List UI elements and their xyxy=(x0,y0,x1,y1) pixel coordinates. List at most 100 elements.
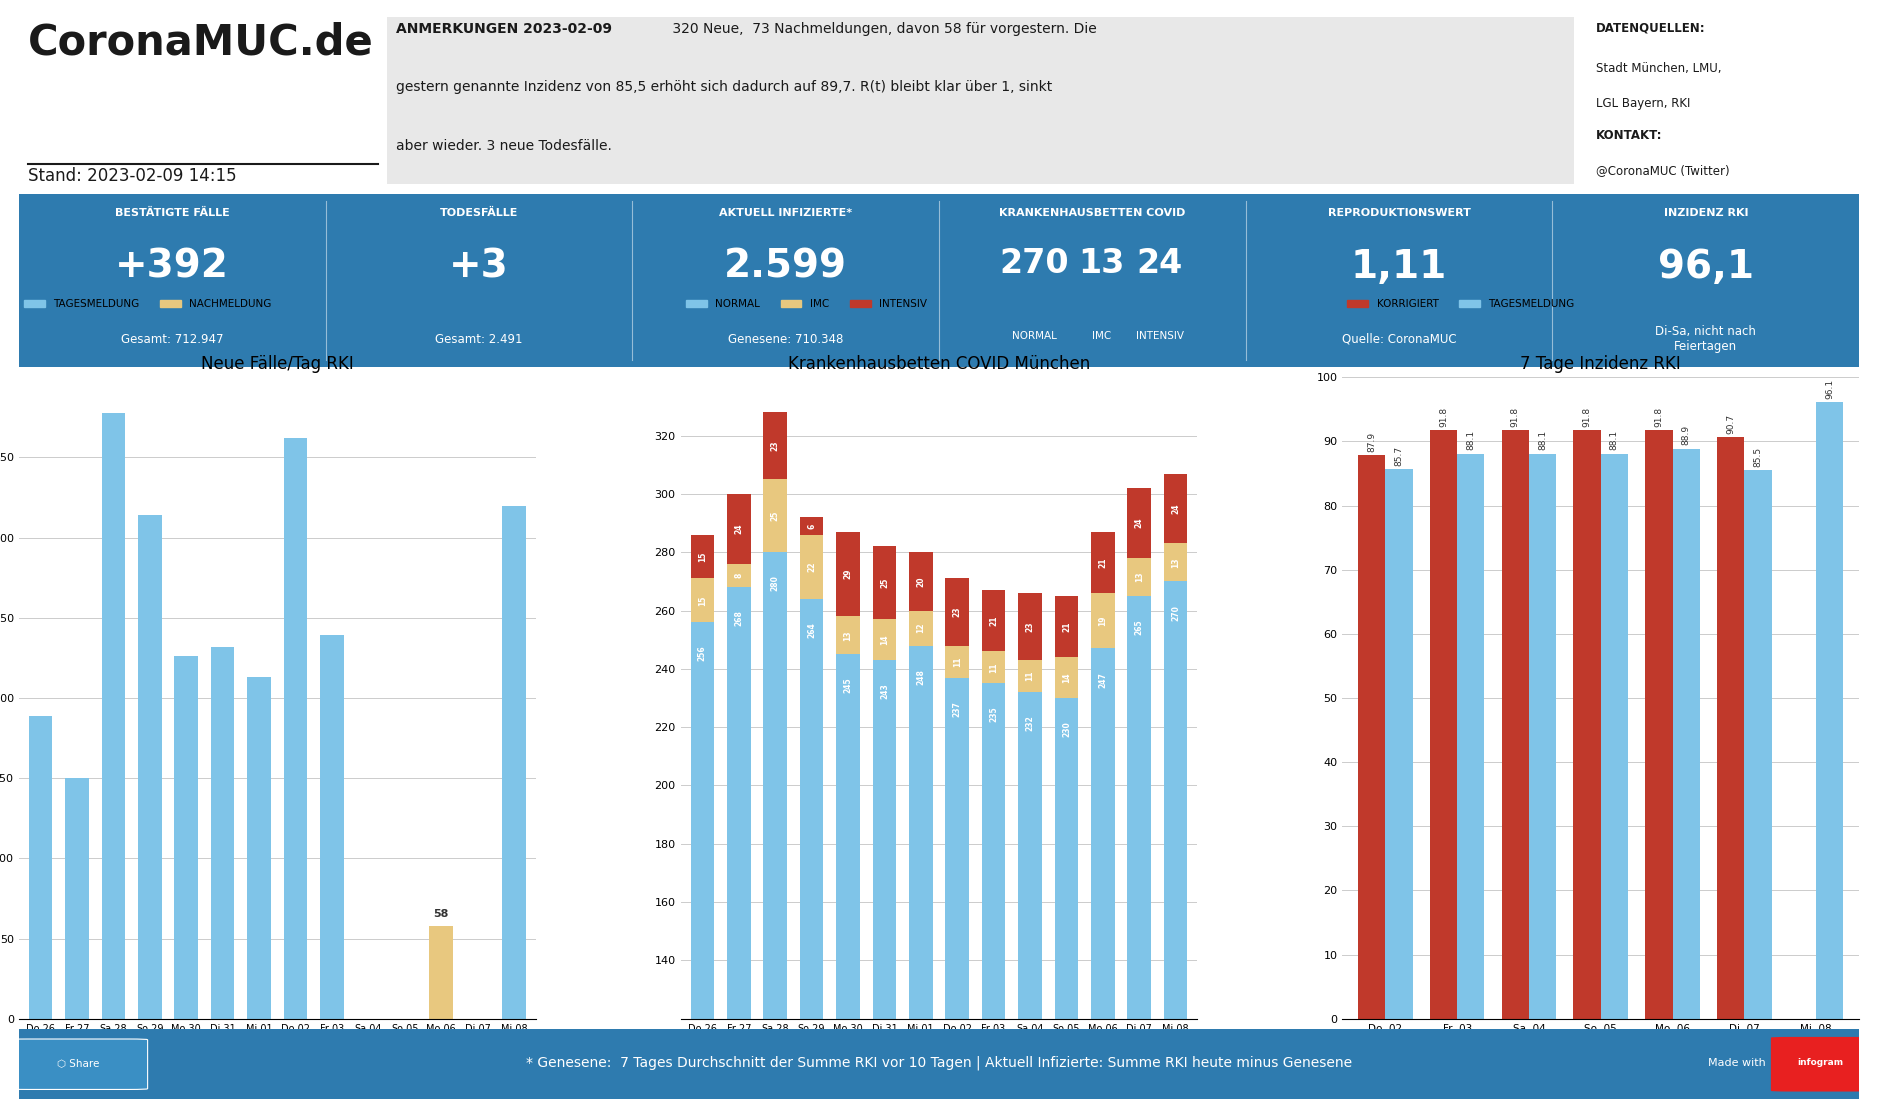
Bar xyxy=(1127,596,1151,1116)
Bar xyxy=(1673,449,1700,1019)
Text: BESTÄTIGTE FÄLLE: BESTÄTIGTE FÄLLE xyxy=(115,208,229,219)
Bar xyxy=(1127,488,1151,558)
Text: 85.7: 85.7 xyxy=(1395,445,1403,465)
Text: 19: 19 xyxy=(1099,616,1108,626)
Bar xyxy=(1386,469,1412,1019)
Bar xyxy=(1018,593,1042,660)
Bar xyxy=(1745,470,1771,1019)
Bar xyxy=(101,413,126,1019)
Text: 29: 29 xyxy=(843,569,853,579)
Text: AKTUELL INFIZIERTE*: AKTUELL INFIZIERTE* xyxy=(719,208,853,218)
Text: 11: 11 xyxy=(1025,671,1035,682)
FancyBboxPatch shape xyxy=(19,194,1859,367)
Text: REPRODUKTIONSWERT: REPRODUKTIONSWERT xyxy=(1328,208,1470,218)
Text: gestern genannte Inzidenz von 85,5 erhöht sich dadurch auf 89,7. R(t) bleibt kla: gestern genannte Inzidenz von 85,5 erhöh… xyxy=(396,80,1052,94)
Bar xyxy=(175,656,197,1019)
Bar xyxy=(66,778,88,1019)
Bar xyxy=(1457,453,1484,1019)
Bar xyxy=(1574,430,1600,1019)
Bar xyxy=(727,494,751,564)
Text: 243: 243 xyxy=(881,683,888,699)
Text: 11: 11 xyxy=(952,656,962,666)
Text: 270: 270 xyxy=(1172,605,1179,620)
Text: 88.1: 88.1 xyxy=(1538,431,1547,451)
Bar xyxy=(762,412,787,480)
Text: 268: 268 xyxy=(734,610,744,626)
Bar xyxy=(691,535,714,578)
Bar xyxy=(1816,403,1844,1019)
Legend: TAGESMELDUNG, NACHMELDUNG: TAGESMELDUNG, NACHMELDUNG xyxy=(24,299,272,309)
Bar xyxy=(1055,657,1078,698)
Text: 15: 15 xyxy=(699,595,706,606)
Text: 85.5: 85.5 xyxy=(1754,448,1762,468)
Text: +3: +3 xyxy=(449,248,509,286)
Text: IMC: IMC xyxy=(1091,330,1112,340)
Bar xyxy=(762,480,787,552)
Text: TODESFÄLLE: TODESFÄLLE xyxy=(439,208,518,219)
Bar xyxy=(1645,430,1673,1019)
Text: 230: 230 xyxy=(1061,721,1070,737)
Bar xyxy=(909,552,933,610)
Text: 24: 24 xyxy=(1172,503,1179,513)
Bar xyxy=(1429,430,1457,1019)
Text: Di-Sa, nicht nach
Feiertagen: Di-Sa, nicht nach Feiertagen xyxy=(1655,325,1756,353)
Title: Krankenhausbetten COVID München: Krankenhausbetten COVID München xyxy=(789,355,1089,373)
Text: @CoronaMUC (Twitter): @CoronaMUC (Twitter) xyxy=(1596,164,1730,176)
Text: Gesamt: 2.491: Gesamt: 2.491 xyxy=(436,333,522,346)
Text: 320 Neue,  73 Nachmeldungen, davon 58 für vorgestern. Die: 320 Neue, 73 Nachmeldungen, davon 58 für… xyxy=(669,21,1097,36)
Bar xyxy=(501,506,526,1019)
Bar xyxy=(873,619,896,660)
Text: 96.1: 96.1 xyxy=(1825,379,1835,400)
Text: 24: 24 xyxy=(734,523,744,535)
Bar xyxy=(945,677,969,1116)
Text: 91.8: 91.8 xyxy=(1510,406,1519,426)
Text: 362: 362 xyxy=(291,1038,300,1055)
Bar xyxy=(1164,473,1187,543)
Bar xyxy=(137,516,162,1019)
Text: DATENQUELLEN:: DATENQUELLEN: xyxy=(1596,21,1705,35)
Text: 14: 14 xyxy=(1061,672,1070,683)
Text: 232: 232 xyxy=(1025,715,1035,731)
Text: 378: 378 xyxy=(109,1038,118,1055)
Text: 15: 15 xyxy=(699,551,706,561)
Text: 11: 11 xyxy=(990,662,997,673)
Bar xyxy=(836,532,860,616)
Text: 21: 21 xyxy=(990,616,997,626)
Text: 189: 189 xyxy=(36,1038,45,1055)
Text: 256: 256 xyxy=(699,645,706,661)
Text: 2.599: 2.599 xyxy=(725,248,847,286)
Text: CoronaMUC.de: CoronaMUC.de xyxy=(28,21,374,64)
Bar xyxy=(1164,543,1187,581)
Bar xyxy=(800,517,823,535)
Bar xyxy=(945,645,969,677)
Text: 226: 226 xyxy=(182,1038,192,1055)
Bar xyxy=(800,599,823,1116)
Bar xyxy=(430,925,453,1019)
Text: 24: 24 xyxy=(1134,518,1144,528)
Text: 265: 265 xyxy=(1134,619,1144,635)
Text: 8: 8 xyxy=(734,573,744,578)
Text: aber wieder. 3 neue Todesfälle.: aber wieder. 3 neue Todesfälle. xyxy=(396,138,612,153)
Text: 90.7: 90.7 xyxy=(1726,414,1735,434)
Text: 239: 239 xyxy=(327,1038,336,1055)
Text: 13: 13 xyxy=(843,631,853,641)
Bar xyxy=(800,535,823,599)
Legend: NORMAL, IMC, INTENSIV: NORMAL, IMC, INTENSIV xyxy=(685,299,928,309)
Text: 245: 245 xyxy=(843,677,853,693)
Text: INZIDENZ RKI: INZIDENZ RKI xyxy=(1664,208,1748,218)
Text: infogram: infogram xyxy=(1797,1058,1844,1067)
Text: 264: 264 xyxy=(808,623,817,638)
FancyBboxPatch shape xyxy=(9,1039,148,1089)
Bar xyxy=(945,578,969,645)
Text: 88.1: 88.1 xyxy=(1609,431,1619,451)
Bar xyxy=(1091,648,1116,1116)
Text: 14: 14 xyxy=(881,634,888,645)
Bar xyxy=(1529,453,1557,1019)
Text: 91.8: 91.8 xyxy=(1583,406,1591,426)
Text: 213: 213 xyxy=(255,1038,263,1055)
Text: 87.9: 87.9 xyxy=(1367,432,1377,452)
Text: 58: 58 xyxy=(434,910,449,920)
Bar xyxy=(1127,558,1151,596)
Text: LGL Bayern, RKI: LGL Bayern, RKI xyxy=(1596,97,1690,110)
Text: 88.9: 88.9 xyxy=(1681,425,1690,445)
